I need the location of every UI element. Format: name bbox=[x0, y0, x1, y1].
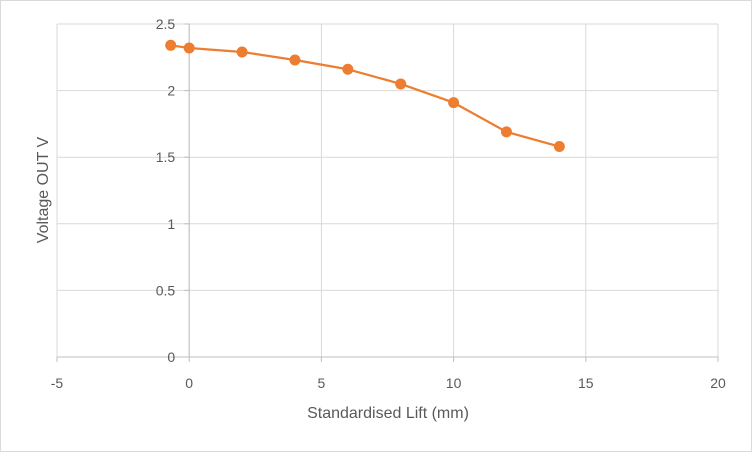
x-tick-label: 0 bbox=[185, 375, 193, 391]
data-point bbox=[236, 46, 248, 58]
x-tick-label: 20 bbox=[710, 375, 726, 391]
y-tick-label: 0 bbox=[167, 349, 175, 365]
y-axis-title: Voltage OUT V bbox=[35, 136, 52, 243]
y-tick-label: 0.5 bbox=[156, 282, 176, 298]
x-tick-label: 5 bbox=[318, 375, 326, 391]
x-tick-label: 10 bbox=[446, 375, 462, 391]
y-tick-label: 1.5 bbox=[156, 149, 176, 165]
data-point bbox=[500, 126, 512, 138]
x-axis-title: Standardised Lift (mm) bbox=[307, 405, 469, 422]
data-point bbox=[165, 39, 177, 51]
tick-labels: 0 0.5 1 1.5 2 2.5 -5 0 5 10 15 20 bbox=[51, 16, 726, 391]
y-tick-label: 2 bbox=[167, 83, 175, 99]
data-point bbox=[448, 97, 460, 109]
data-point bbox=[289, 54, 301, 66]
y-tick-label: 1 bbox=[167, 216, 175, 232]
data-point bbox=[395, 78, 407, 90]
data-point bbox=[342, 63, 354, 75]
x-tick-label: -5 bbox=[51, 375, 64, 391]
data-point bbox=[183, 42, 195, 54]
data-point bbox=[553, 141, 565, 153]
gridlines bbox=[56, 23, 719, 358]
axes bbox=[56, 23, 719, 362]
y-tick-label: 2.5 bbox=[156, 16, 176, 32]
series-layer bbox=[165, 39, 565, 153]
x-tick-label: 15 bbox=[578, 375, 594, 391]
